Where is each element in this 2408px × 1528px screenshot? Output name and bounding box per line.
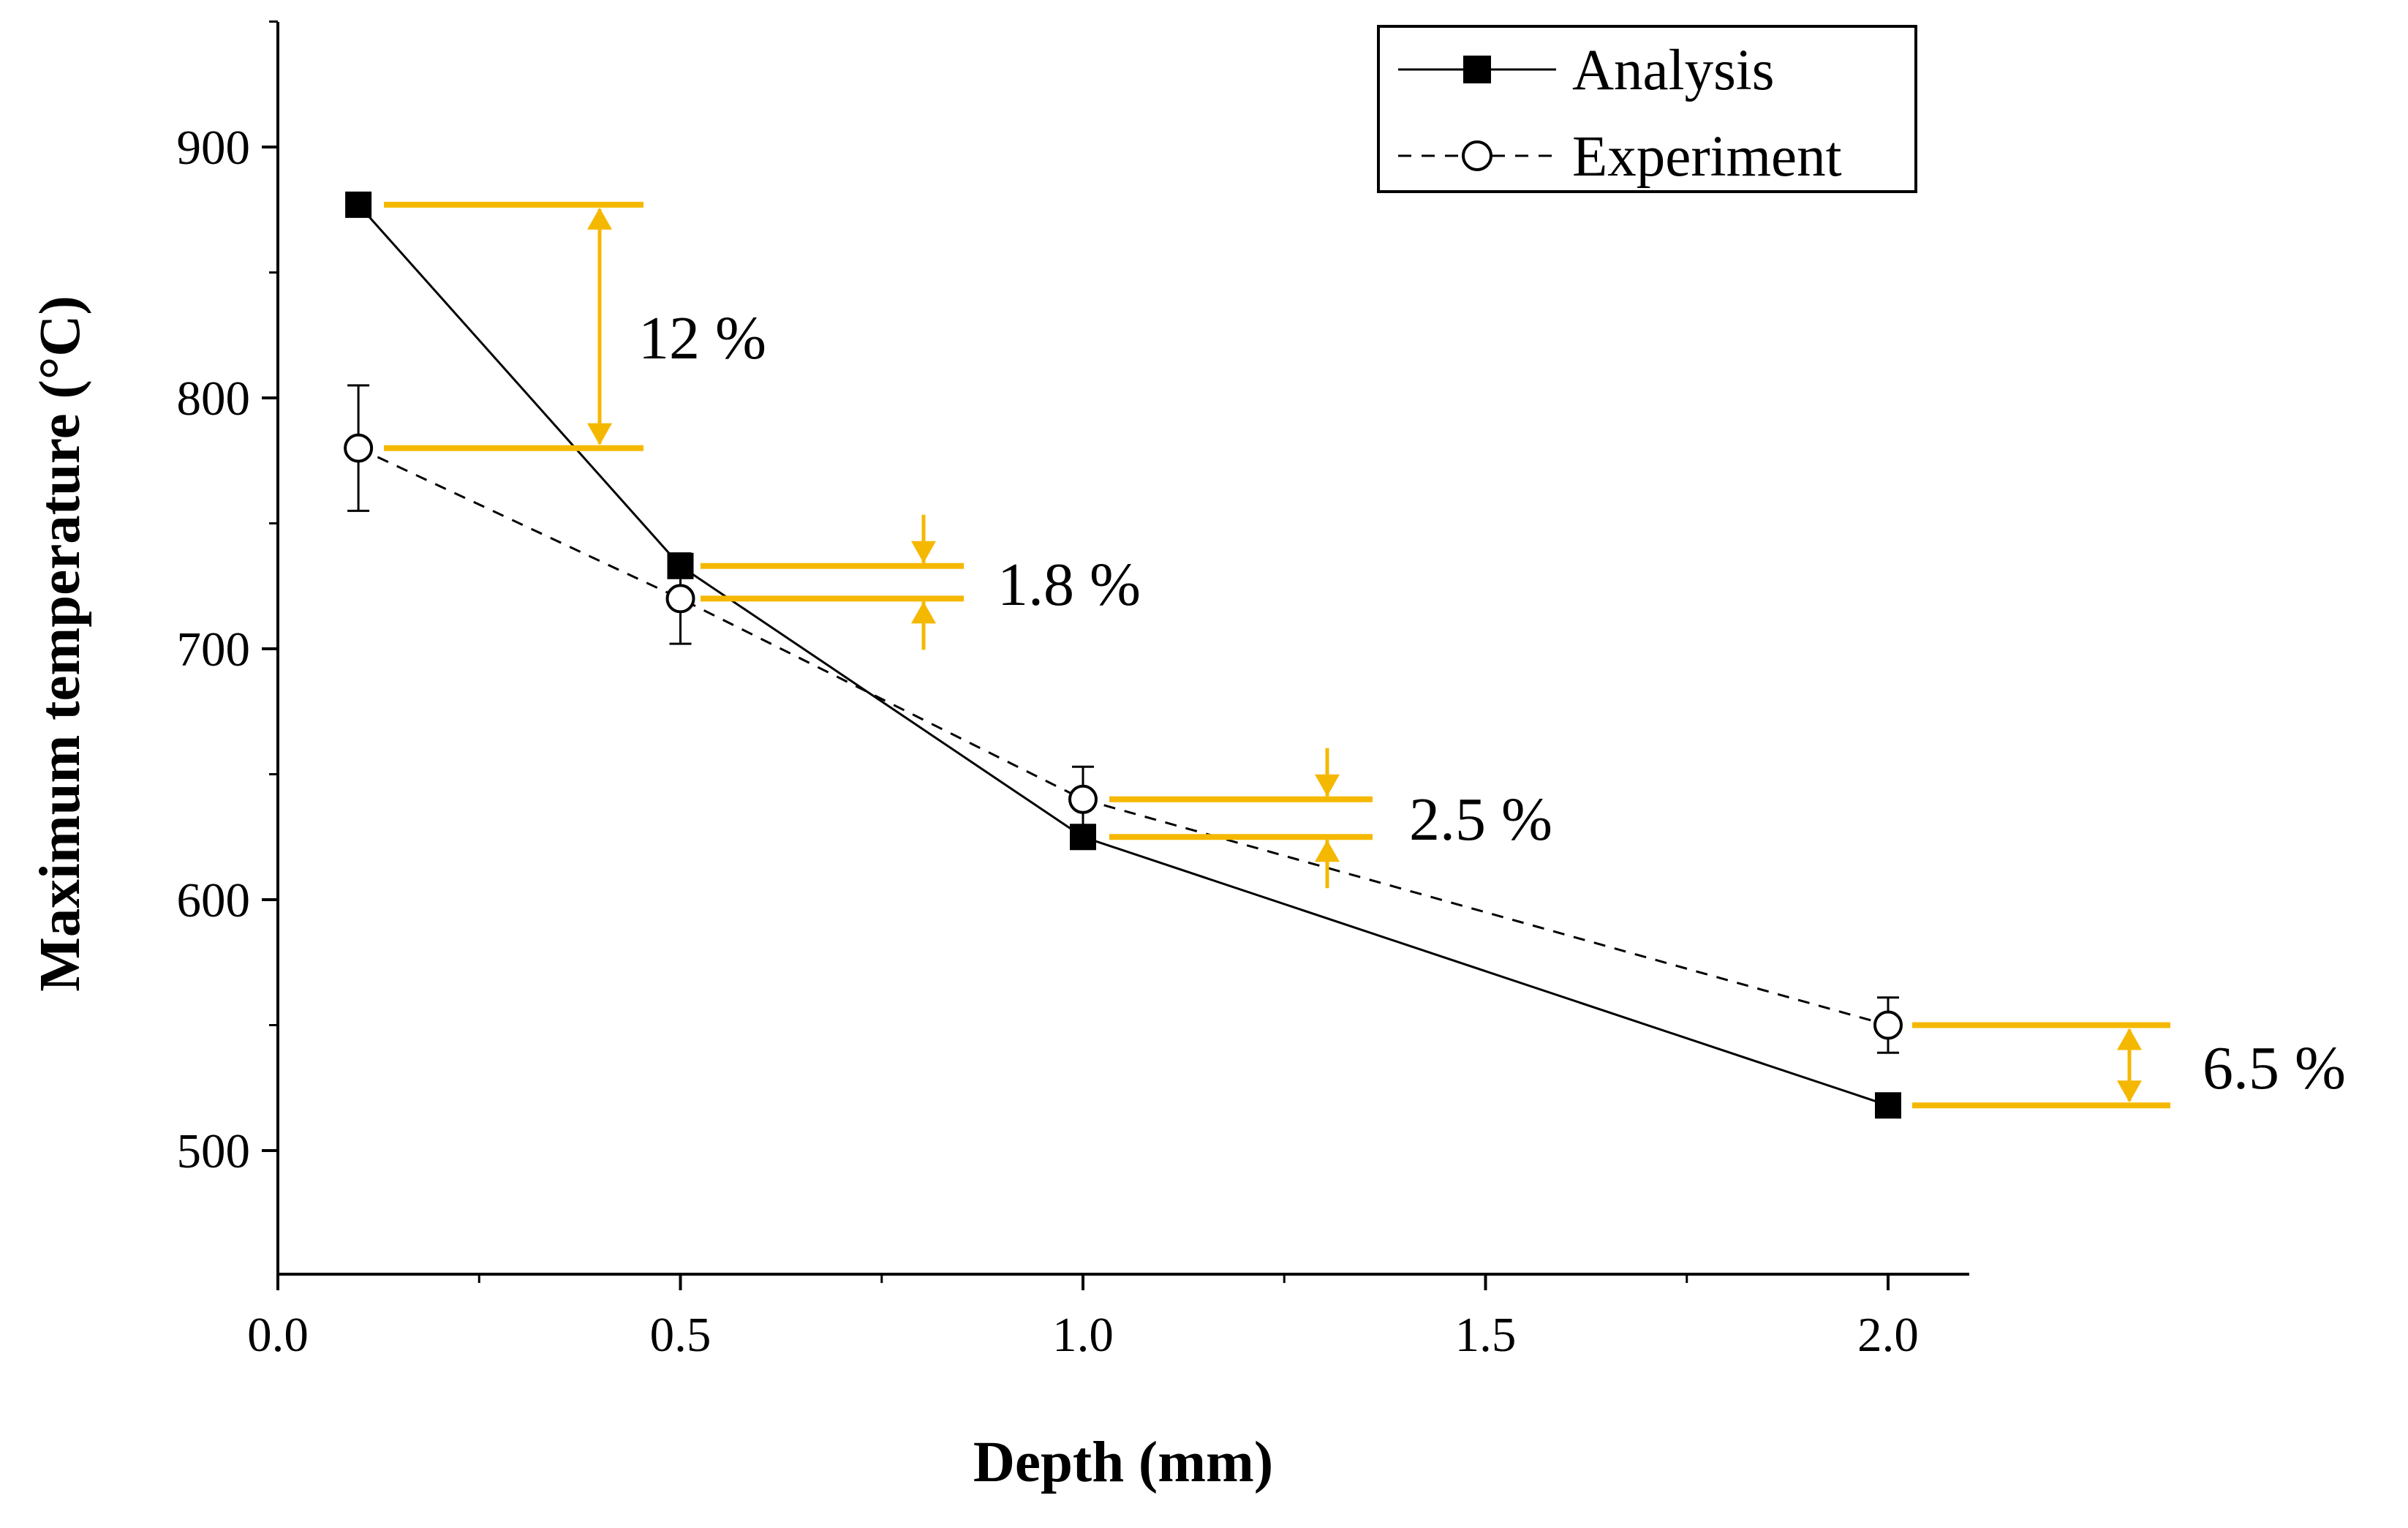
y-tick-label: 700 [177, 622, 251, 677]
legend-marker-experiment [1462, 140, 1492, 171]
annotation-arrowhead [1315, 840, 1340, 862]
legend-label-analysis: Analysis [1572, 39, 1775, 102]
x-tick-label: 1.0 [1052, 1308, 1114, 1362]
data-point-experiment [1873, 1010, 1903, 1040]
y-tick-label: 500 [177, 1124, 251, 1178]
series-line-experiment [358, 447, 1889, 1026]
x-tick-label: 0.0 [247, 1308, 309, 1362]
annotation-label: 1.8 % [997, 551, 1141, 619]
series-layer [344, 191, 1903, 1119]
axes-layer: 0.0 0.5 1.0 1.5 2.0 500 600 700 800 900 [177, 20, 1969, 1362]
annotation-arrowhead [587, 207, 612, 230]
y-tick-label: 600 [177, 873, 251, 927]
data-point-analysis [345, 191, 372, 218]
x-tick-label: 1.5 [1455, 1308, 1517, 1362]
annotation-arrowhead [2117, 1080, 2142, 1103]
x-axis-title: Depth (mm) [973, 1431, 1273, 1494]
annotation-label: 6.5 % [2203, 1034, 2346, 1102]
legend: Analysis Experiment [1377, 25, 1917, 193]
annotation-label: 2.5 % [1409, 786, 1552, 854]
annotation-arrowhead [911, 541, 936, 563]
y-tick-label: 800 [177, 372, 251, 426]
legend-marker-analysis [1463, 56, 1491, 83]
annotation-layer: 12 % 1.8 % 2.5 % 6.5 % [384, 201, 2346, 1109]
annotation-arrowhead [1315, 774, 1340, 797]
data-point-experiment [665, 584, 695, 614]
legend-label-experiment: Experiment [1572, 125, 1842, 189]
annotation-label: 12 % [638, 304, 766, 372]
x-tick-label: 2.0 [1857, 1308, 1919, 1362]
series-line-analysis [357, 203, 1889, 1107]
annotation-arrowhead [911, 601, 936, 624]
data-point-analysis [1875, 1092, 1901, 1119]
x-tick-label: 0.5 [650, 1308, 712, 1362]
y-tick-label: 900 [177, 121, 251, 175]
y-axis-title: Maximum temperature (°C) [29, 296, 92, 992]
data-point-experiment [1068, 784, 1098, 814]
annotation-arrowhead [2117, 1028, 2142, 1050]
annotation-arrowhead [587, 423, 612, 445]
data-point-experiment [344, 433, 374, 463]
